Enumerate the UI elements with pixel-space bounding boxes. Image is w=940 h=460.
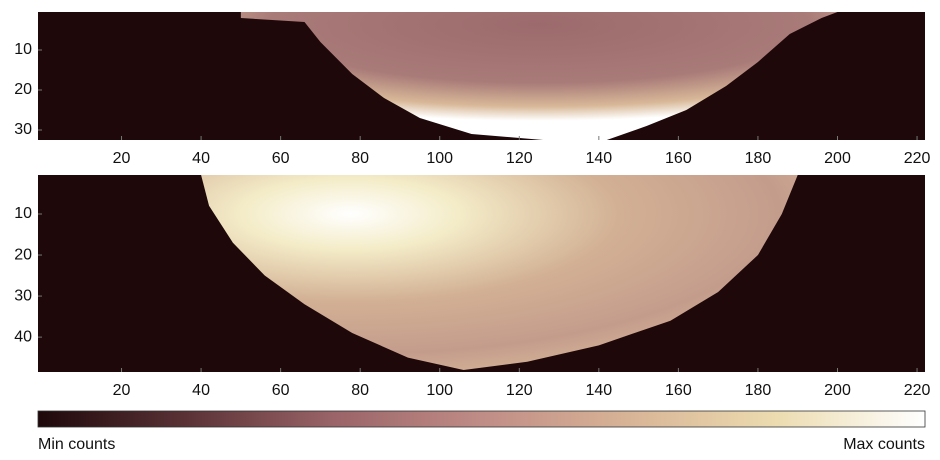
x-tick-label: 220 <box>904 150 931 167</box>
x-tick-label: 20 <box>113 382 131 399</box>
x-tick-label: 60 <box>272 382 290 399</box>
x-tick-label: 180 <box>745 382 772 399</box>
x-tick-label: 160 <box>665 382 692 399</box>
x-tick-label: 20 <box>113 150 131 167</box>
colorbar <box>38 411 925 427</box>
y-tick-label: 30 <box>14 121 32 138</box>
x-tick-label: 140 <box>585 150 612 167</box>
x-tick-label: 40 <box>192 150 210 167</box>
x-tick-label: 80 <box>351 150 369 167</box>
colorbar-max-label: Max counts <box>843 436 925 453</box>
y-tick-label: 40 <box>14 328 32 345</box>
x-tick-label: 200 <box>824 150 851 167</box>
x-tick-label: 160 <box>665 150 692 167</box>
y-tick-label: 10 <box>14 41 32 58</box>
x-tick-label: 180 <box>745 150 772 167</box>
y-tick-label: 10 <box>14 205 32 222</box>
y-tick-label: 20 <box>14 246 32 263</box>
x-tick-label: 40 <box>192 382 210 399</box>
x-tick-label: 220 <box>904 382 931 399</box>
x-tick-label: 200 <box>824 382 851 399</box>
colorbar-min-label: Min counts <box>38 436 115 453</box>
y-tick-label: 30 <box>14 287 32 304</box>
x-tick-label: 100 <box>426 382 453 399</box>
x-tick-label: 60 <box>272 150 290 167</box>
x-tick-label: 100 <box>426 150 453 167</box>
x-tick-label: 80 <box>351 382 369 399</box>
page: {"chart_data": [ {"type": "heatmap", "xl… <box>0 0 940 455</box>
chart: Min counts Max counts 20 40 60 80 100 120 140 1… <box>0 0 940 455</box>
x-tick-label: 120 <box>506 150 533 167</box>
x-tick-label: 120 <box>506 382 533 399</box>
heatmap-panel: 20 40 60 80 100 120 140 160 180 200 220 10 20 30 <box>14 12 930 167</box>
y-tick-label: 20 <box>14 81 32 98</box>
heatmap-panel: 20 40 60 80 100 120 140 160 180 200 220 10 20 30 40 <box>14 175 930 399</box>
x-tick-label: 140 <box>585 382 612 399</box>
